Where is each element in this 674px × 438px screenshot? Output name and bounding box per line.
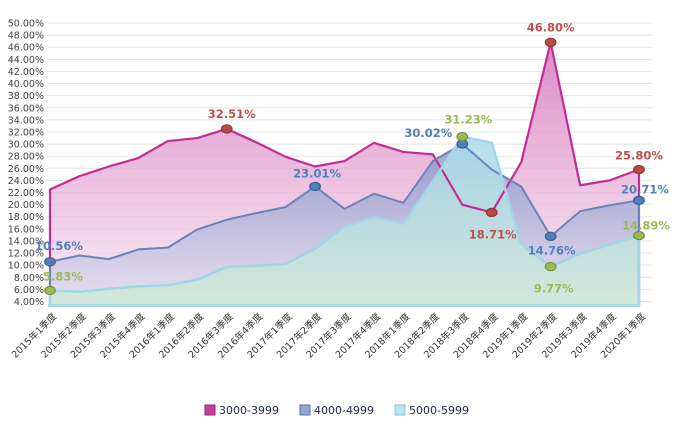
marker-4000-4999-2015年1季度[interactable] — [44, 257, 56, 267]
legend-label: 3000-3999 — [219, 404, 279, 417]
legend-swatch-5000-5999 — [394, 404, 406, 416]
data-label-3000-3999-2018年4季度: 18.71% — [469, 227, 517, 241]
marker-5000-5999-2015年1季度[interactable] — [44, 285, 56, 296]
area-5000-5999 — [50, 136, 639, 306]
legend-swatch-3000-3999 — [204, 404, 216, 416]
y-tick-label: 24.00% — [8, 176, 44, 187]
marker-4000-4999-2020年1季度[interactable] — [633, 195, 645, 206]
line-5000-5999 — [48, 135, 641, 294]
y-tick-label: 14.00% — [8, 236, 44, 247]
y-tick-label: 32.00% — [8, 127, 44, 138]
marker-3000-3999-2018年4季度[interactable] — [485, 207, 498, 218]
y-tick-label: 22.00% — [8, 188, 44, 199]
y-tick-label: 16.00% — [8, 224, 44, 235]
y-tick-label: 30.00% — [8, 140, 44, 151]
y-tick-label: 36.00% — [8, 103, 44, 114]
data-label-4000-4999-2017年2季度: 23.01% — [293, 166, 341, 180]
legend-item-3000-3999[interactable]: 3000-3999 — [204, 404, 279, 417]
y-tick-label: 48.00% — [8, 31, 44, 42]
y-tick-label: 10.00% — [8, 261, 44, 272]
y-tick-label: 34.00% — [8, 115, 44, 126]
y-tick-label: 18.00% — [8, 212, 44, 223]
marker-5000-5999-2018年3季度[interactable] — [456, 131, 469, 142]
y-tick-label: 4.00% — [14, 297, 44, 308]
marker-3000-3999-2020年1季度[interactable] — [633, 164, 645, 175]
y-tick-label: 50.00% — [8, 19, 44, 30]
data-label-4000-4999-2018年3季度: 30.02% — [404, 126, 452, 140]
marker-3000-3999-2019年2季度[interactable] — [544, 37, 557, 48]
y-tick-label: 40.00% — [8, 79, 44, 90]
legend-label: 4000-4999 — [314, 404, 374, 417]
legend-swatch-4000-4999 — [299, 404, 311, 416]
y-tick-label: 6.00% — [14, 285, 44, 296]
data-label-5000-5999-2015年1季度: 5.83% — [43, 269, 83, 283]
data-label-3000-3999-2019年2季度: 46.80% — [527, 20, 575, 34]
y-tick-label: 12.00% — [8, 249, 44, 260]
marker-4000-4999-2017年2季度[interactable] — [309, 181, 321, 192]
legend-item-4000-4999[interactable]: 4000-4999 — [299, 404, 374, 417]
data-label-5000-5999-2019年2季度: 9.77% — [534, 282, 574, 296]
legend-label: 5000-5999 — [409, 404, 469, 417]
y-tick-label: 46.00% — [8, 43, 44, 54]
y-tick-label: 28.00% — [8, 152, 44, 163]
y-tick-label: 8.00% — [14, 273, 44, 284]
data-label-3000-3999-2020年1季度: 25.80% — [615, 149, 663, 163]
y-tick-label: 26.00% — [8, 164, 44, 175]
marker-5000-5999-2019年2季度[interactable] — [544, 261, 557, 272]
data-label-5000-5999-2020年1季度: 14.89% — [622, 219, 670, 233]
data-label-5000-5999-2018年3季度: 31.23% — [444, 113, 492, 127]
y-tick-label: 42.00% — [8, 67, 44, 78]
data-label-4000-4999-2015年1季度: 10.56% — [35, 239, 83, 253]
line-3000-3999 — [48, 41, 641, 214]
y-tick-label: 38.00% — [8, 91, 44, 102]
data-label-4000-4999-2020年1季度: 20.71% — [621, 182, 669, 196]
y-tick-label: 44.00% — [8, 55, 44, 66]
y-tick-label: 20.00% — [8, 200, 44, 211]
marker-4000-4999-2019年2季度[interactable] — [544, 231, 557, 242]
marker-3000-3999-2016年3季度[interactable] — [220, 124, 233, 134]
marker-5000-5999-2020年1季度[interactable] — [633, 230, 645, 241]
data-label-4000-4999-2019年2季度: 14.76% — [528, 243, 576, 257]
data-label-3000-3999-2016年3季度: 32.51% — [208, 107, 256, 121]
line-4000-4999 — [49, 142, 640, 263]
legend-item-5000-5999[interactable]: 5000-5999 — [394, 404, 469, 417]
